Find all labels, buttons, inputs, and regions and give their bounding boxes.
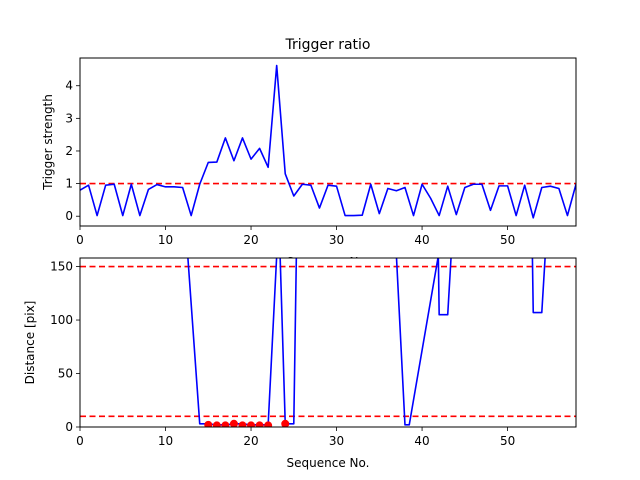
y-tick-label: 1: [65, 177, 73, 191]
data-marker: [238, 421, 247, 427]
y-tick-label: 0: [65, 209, 73, 223]
x-tick-label: 40: [414, 233, 429, 247]
x-tick-label: 50: [500, 233, 515, 247]
chart-title: Trigger ratio: [284, 37, 370, 53]
y-tick-label: 100: [50, 313, 73, 327]
y-tick-label: 150: [50, 260, 73, 274]
data-marker: [229, 419, 238, 427]
data-marker: [264, 421, 273, 427]
y-tick-label: 4: [65, 79, 73, 93]
data-marker: [212, 421, 221, 427]
axes-frame: [79, 257, 577, 428]
y-tick-label: 3: [65, 111, 73, 125]
x-tick-label: 0: [76, 233, 84, 247]
trigger-ratio-panel: Trigger ratio0102030405001234Sequence No…: [41, 37, 577, 269]
x-tick-label: 20: [243, 233, 258, 247]
x-tick-label: 30: [329, 434, 344, 448]
x-tick-label: 30: [329, 233, 344, 247]
y-axis-label: Distance [pix]: [23, 301, 37, 385]
y-tick-label: 0: [65, 420, 73, 434]
series-line-0: [80, 64, 576, 219]
y-tick-label: 2: [65, 144, 73, 158]
plot-area: [80, 258, 576, 427]
distance-panel: 0 10 20 30 40 50 0 50 100 150 Sequence No. Distance…: [23, 257, 577, 470]
data-marker: [221, 421, 230, 427]
x-axis-label: Sequence No.: [287, 456, 370, 470]
plot-background: [80, 258, 576, 427]
data-marker: [247, 421, 256, 427]
data-marker: [281, 419, 290, 427]
data-marker: [204, 420, 213, 427]
x-tick-label: 20: [243, 434, 258, 448]
data-marker: [255, 421, 264, 427]
y-tick-label: 50: [58, 367, 73, 381]
x-tick-label: 40: [414, 434, 429, 448]
x-tick-label: 10: [158, 434, 173, 448]
x-tick-label: 0: [76, 434, 84, 448]
x-tick-label: 10: [158, 233, 173, 247]
y-axis-label: Trigger strength: [41, 94, 55, 191]
x-tick-label: 50: [500, 434, 515, 448]
axes-frame: [79, 57, 577, 227]
plot-area: [80, 64, 576, 219]
